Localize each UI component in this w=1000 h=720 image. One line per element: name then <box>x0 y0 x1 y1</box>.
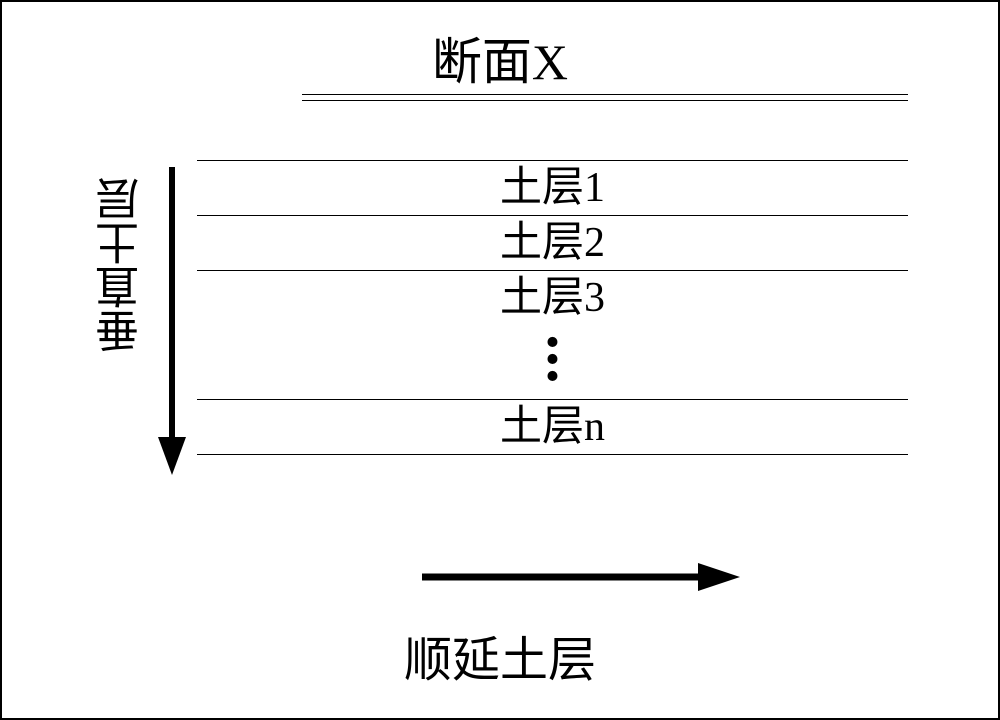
layer-stack: 土层1 土层2 土层3 ••• 土层n <box>197 160 908 455</box>
title-underline <box>302 94 908 101</box>
layer-1: 土层1 <box>197 160 908 215</box>
diagram-title: 断面X <box>2 22 998 94</box>
layer-n: 土层n <box>197 399 908 455</box>
vertical-axis-label: 垂直土层 <box>90 177 154 353</box>
horizontal-axis-label: 顺延土层 <box>2 620 998 690</box>
vertical-arrow-icon <box>152 167 192 477</box>
horizontal-arrow-icon <box>422 557 742 597</box>
layer-3: 土层3 <box>197 270 908 325</box>
layer-2: 土层2 <box>197 215 908 270</box>
diagram-canvas: 断面X 土层1 土层2 土层3 ••• 土层n 垂直土层 顺延土层 <box>0 0 1000 720</box>
layer-ellipsis: ••• <box>197 325 908 399</box>
